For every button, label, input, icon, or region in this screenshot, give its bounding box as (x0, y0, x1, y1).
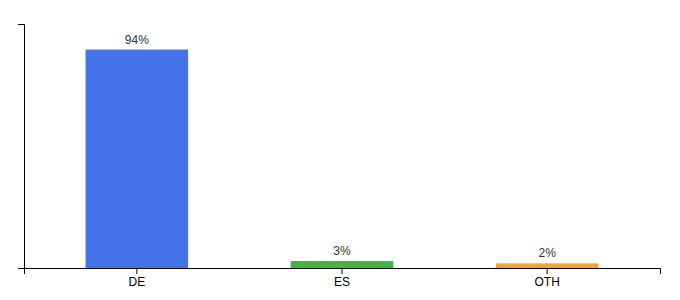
x-tick-mark (547, 268, 548, 274)
x-axis-line (25, 269, 661, 275)
data-labels: 94% 3% 2% (125, 33, 556, 261)
x-tick: DE (129, 268, 146, 289)
x-tick-label: DE (129, 275, 146, 289)
plot-area: DE ES OTH 94% 3% 2% (18, 25, 661, 289)
x-tick-mark (136, 268, 137, 274)
x-axis: DE ES OTH (25, 268, 661, 289)
data-label: 3% (333, 244, 351, 258)
x-tick-label: ES (334, 275, 350, 289)
y-axis-line (18, 25, 25, 269)
bars (86, 50, 599, 268)
x-tick: ES (334, 268, 350, 289)
y-axis (18, 25, 25, 269)
x-tick: OTH (534, 268, 559, 289)
x-tick-label: OTH (534, 275, 559, 289)
bar (86, 50, 189, 268)
bar (496, 263, 599, 268)
chart-container: DE ES OTH 94% 3% 2% (0, 0, 680, 300)
data-label: 2% (538, 246, 556, 260)
chart-svg: DE ES OTH 94% 3% 2% (0, 0, 680, 300)
x-tick-mark (342, 268, 343, 274)
data-label: 94% (125, 33, 149, 47)
bar (291, 261, 394, 268)
